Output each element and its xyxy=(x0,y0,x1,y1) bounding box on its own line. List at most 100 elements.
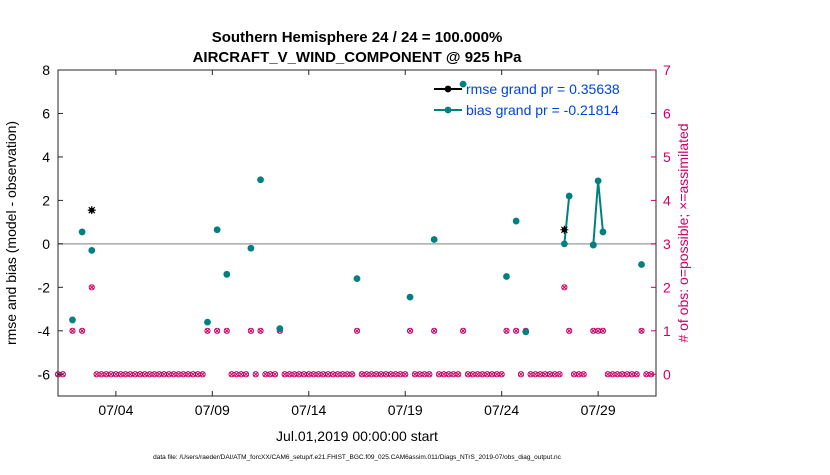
obs-assimilated-cross xyxy=(441,371,447,377)
x-tick-label: 07/19 xyxy=(388,402,423,418)
bias-point xyxy=(69,316,76,324)
obs-assimilated-cross xyxy=(142,371,148,377)
obs-assimilated-cross xyxy=(556,371,563,377)
obs-assimilated-cross xyxy=(190,371,196,377)
obs-assimilated-cross xyxy=(528,371,534,377)
obs-possible-circle xyxy=(498,371,505,378)
obs-assimilated-cross xyxy=(571,371,577,377)
obs-possible-circle xyxy=(204,327,211,334)
bias-point xyxy=(430,236,438,243)
obs-assimilated-cross xyxy=(339,371,346,377)
obs-possible-circle xyxy=(79,327,86,334)
obs-assimilated-cross xyxy=(513,328,519,334)
rmse-point xyxy=(560,225,569,234)
y-tick-label-right: 1 xyxy=(663,323,671,339)
obs-assimilated-cross xyxy=(561,284,567,290)
obs-assimilated-cross xyxy=(359,371,365,377)
obs-possible-circle xyxy=(402,371,409,378)
obs-count-marker xyxy=(353,327,361,334)
data-file-footer: data file: /Users/raeder/DAI/ATM_forcXX/… xyxy=(153,454,562,461)
obs-assimilated-cross xyxy=(489,371,495,377)
rmse-point-star xyxy=(560,225,569,234)
bias-point xyxy=(522,328,530,336)
obs-assimilated-cross xyxy=(171,371,177,377)
obs-assimilated-cross xyxy=(108,371,114,377)
obs-possible-circle xyxy=(223,327,230,334)
obs-assimilated-cross xyxy=(629,371,635,377)
obs-assimilated-cross xyxy=(349,371,355,377)
obs-assimilated-cross xyxy=(460,328,466,334)
obs-assimilated-cross xyxy=(118,371,124,377)
obs-count-marker xyxy=(252,371,259,378)
bias-point xyxy=(247,244,255,252)
obs-assimilated-cross xyxy=(89,284,95,290)
obs-assimilated-cross xyxy=(364,371,370,377)
y-tick-label-left: -4 xyxy=(38,323,51,339)
obs-assimilated-cross xyxy=(470,371,476,377)
legend-marker-bias xyxy=(444,106,452,114)
obs-possible-circle xyxy=(349,371,356,378)
obs-assimilated-cross xyxy=(180,371,186,377)
obs-count-marker xyxy=(214,327,221,334)
obs-possible-circle xyxy=(353,327,361,334)
obs-assimilated-cross xyxy=(431,328,437,334)
obs-assimilated-cross xyxy=(455,371,461,377)
obs-assimilated-cross xyxy=(103,371,109,377)
obs-assimilated-cross xyxy=(494,371,500,377)
obs-count-marker xyxy=(204,327,211,334)
obs-assimilated-cross xyxy=(450,371,457,377)
obs-assimilated-cross xyxy=(499,371,505,377)
obs-possible-circle xyxy=(406,327,414,334)
obs-count-marker xyxy=(503,327,510,334)
obs-count-marker xyxy=(455,371,462,378)
obs-count-marker xyxy=(566,327,573,334)
obs-assimilated-cross xyxy=(195,371,201,377)
obs-assimilated-cross xyxy=(137,371,143,377)
obs-assimilated-cross xyxy=(552,371,558,377)
obs-assimilated-cross xyxy=(393,371,399,377)
obs-assimilated-cross xyxy=(330,371,336,377)
obs-assimilated-cross xyxy=(320,371,326,377)
obs-assimilated-cross xyxy=(634,371,640,377)
plot-frame xyxy=(57,69,657,397)
obs-count-marker xyxy=(257,327,264,334)
bias-point xyxy=(276,325,284,333)
obs-possible-circle xyxy=(257,327,264,334)
obs-possible-circle xyxy=(566,327,573,334)
obs-assimilated-cross xyxy=(127,371,133,377)
obs-count-marker xyxy=(459,327,467,334)
bias-point xyxy=(512,217,520,225)
obs-possible-circle xyxy=(513,327,520,334)
obs-possible-circle xyxy=(199,371,206,378)
obs-count-marker xyxy=(556,371,563,378)
obs-assimilated-cross xyxy=(161,371,167,377)
y-tick-label-left: 0 xyxy=(42,236,50,252)
y-tick-label-left: 2 xyxy=(42,192,50,208)
obs-possible-circle xyxy=(214,327,221,334)
obs-assimilated-cross xyxy=(257,328,264,334)
obs-assimilated-cross xyxy=(200,371,206,377)
obs-assimilated-cross xyxy=(176,371,182,377)
obs-possible-circle xyxy=(556,371,563,378)
obs-count-marker xyxy=(69,327,76,334)
obs-count-marker xyxy=(517,371,525,378)
obs-assimilated-cross xyxy=(407,328,413,334)
obs-count-marker xyxy=(513,327,520,334)
obs-assimilated-cross xyxy=(214,328,220,334)
obs-assimilated-cross xyxy=(166,371,172,377)
obs-assimilated-cross xyxy=(272,371,278,377)
obs-count-marker xyxy=(199,371,206,378)
obs-assimilated-cross xyxy=(368,371,375,377)
y-tick-label-left: 4 xyxy=(42,149,50,165)
obs-assimilated-cross xyxy=(301,371,307,377)
legend-label-bias: bias grand pr = -0.21814 xyxy=(466,102,619,118)
obs-count-marker xyxy=(228,371,235,378)
obs-assimilated-cross xyxy=(566,328,572,334)
y-tick-label-right: 4 xyxy=(663,192,671,208)
obs-assimilated-cross xyxy=(426,371,432,377)
obs-assimilated-cross xyxy=(643,371,649,377)
obs-count-marker xyxy=(233,371,240,378)
obs-possible-circle xyxy=(517,371,525,378)
obs-possible-circle xyxy=(561,284,568,291)
obs-assimilated-cross xyxy=(94,371,100,377)
